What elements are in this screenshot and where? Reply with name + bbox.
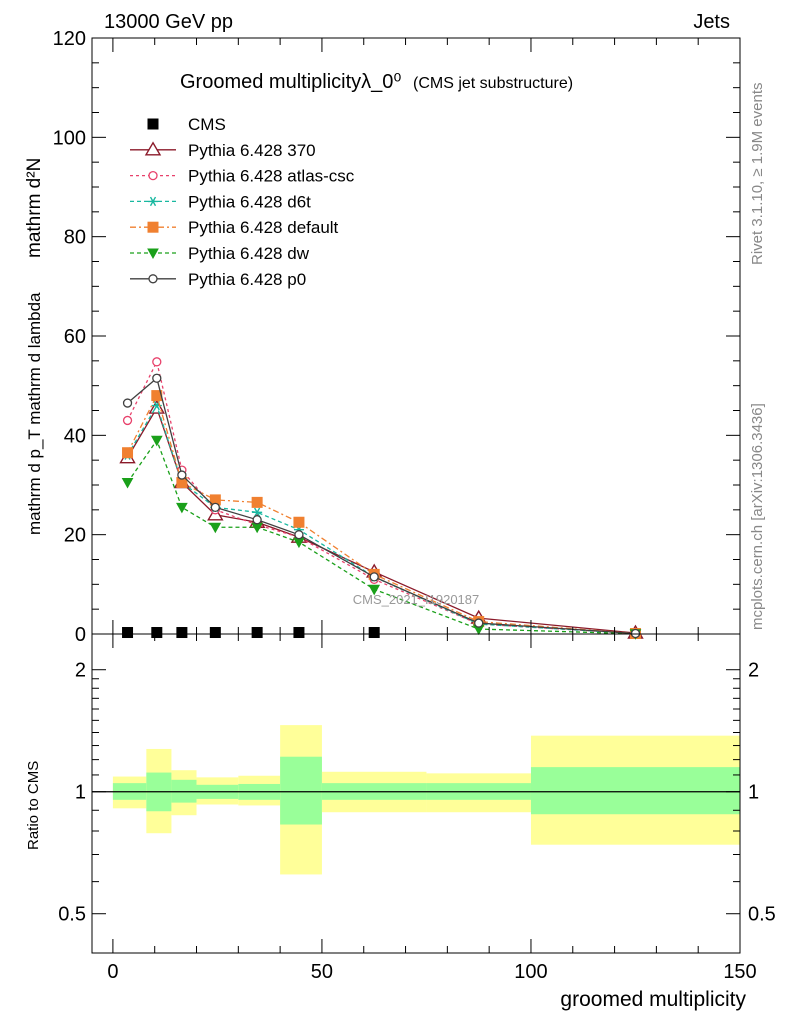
legend-marker — [148, 274, 158, 284]
x-tick-label: 0 — [107, 961, 118, 983]
ratio-y-tick-label-right: 2 — [748, 660, 759, 682]
watermark: CMS_2021_I1920187 — [353, 592, 480, 607]
data-point — [251, 496, 263, 508]
x-tick-label: 50 — [311, 961, 333, 983]
data-point — [252, 507, 263, 517]
ratio-ylabel: Ratio to CMS — [25, 761, 42, 850]
main-y-tick-label: 80 — [64, 227, 86, 249]
ratio-y-tick-label-right: 0.5 — [748, 904, 776, 926]
legend-item: Pythia 6.428 atlas-csc — [130, 167, 355, 186]
ylabel-top: mathrm d²N — [24, 158, 45, 258]
legend: CMS Pythia 6.428 370 Pythia 6.428 atlas-cs… — [130, 115, 355, 289]
legend-label: Pythia 6.428 atlas-csc — [188, 167, 355, 186]
header-right: Jets — [693, 11, 730, 33]
ratio-y-tick-label: 1 — [75, 782, 86, 804]
data-point — [252, 515, 262, 525]
legend-item: Pythia 6.428 p0 — [130, 270, 306, 289]
legend-marker — [147, 248, 159, 260]
ratio-frame — [91, 633, 741, 954]
data-point — [176, 502, 188, 514]
main-y-tick-label: 60 — [64, 326, 86, 348]
x-tick-label: 150 — [723, 961, 756, 983]
legend-marker — [148, 196, 158, 207]
chart-subtitle: (CMS jet substructure) — [413, 75, 573, 92]
data-point — [474, 618, 484, 628]
legend-label: Pythia 6.428 p0 — [188, 270, 306, 289]
legend-label: CMS — [188, 115, 226, 134]
x-tick-label: 100 — [514, 961, 547, 983]
data-point — [209, 627, 221, 639]
ratio-y-tick-label: 2 — [75, 660, 86, 682]
data-point — [122, 447, 134, 459]
main-y-tick-label: 20 — [64, 525, 86, 547]
main-y-tick-label: 100 — [53, 127, 86, 149]
ratio-y-tick-label: 0.5 — [58, 904, 86, 926]
legend-marker — [147, 118, 159, 130]
ratio-panel: 0.5 0.5 1 1 2 2 0 50 100 150 Ratio to CMS groome… — [25, 633, 776, 1011]
main-y-tick-label: 120 — [53, 28, 86, 50]
ratio-band-inner — [280, 756, 322, 825]
legend-label: Pythia 6.428 d6t — [188, 192, 311, 211]
main-panel: 0 20 40 60 80 100 120 CMS_2021_I1920187 Groome… — [53, 28, 741, 646]
header-left: 13000 GeV pp — [104, 11, 233, 33]
main-y-ticks: 0 20 40 60 80 100 120 — [53, 28, 740, 646]
main-y-tick-label: 40 — [64, 425, 86, 447]
data-point — [293, 516, 305, 528]
main-y-tick-label: 0 — [75, 624, 86, 646]
data-point — [122, 627, 134, 639]
data-point — [369, 572, 379, 582]
legend-item: Pythia 6.428 dw — [130, 244, 310, 263]
legend-item: CMS — [147, 115, 226, 134]
data-point — [122, 415, 133, 426]
legend-label: Pythia 6.428 default — [188, 218, 339, 237]
data-point — [121, 478, 134, 489]
ylabel-den: mathrm d p_T mathrm d lambda — [25, 292, 44, 535]
data-point — [368, 627, 380, 639]
rivet-version: Rivet 3.1.10, ≥ 1.9M events — [749, 83, 766, 266]
chart-title: Groomed multiplicityλ_0⁰ (CMS jet substr… — [180, 71, 573, 93]
data-point — [152, 357, 162, 367]
data-point — [209, 522, 222, 534]
data-point — [251, 627, 263, 639]
main-x-ticks — [112, 38, 741, 634]
legend-item: Pythia 6.428 default — [130, 218, 339, 237]
data-point — [293, 627, 305, 639]
ratio-bands — [112, 725, 740, 875]
data-point — [368, 584, 381, 596]
series-line — [126, 403, 636, 635]
data-point — [294, 530, 304, 540]
data-point — [150, 435, 163, 447]
series-0 — [122, 627, 380, 639]
data-point — [151, 627, 163, 639]
ratio-y-tick-label-right: 1 — [748, 782, 759, 804]
legend-marker — [148, 170, 158, 181]
legend-marker — [147, 221, 159, 233]
legend-label: Pythia 6.428 dw — [188, 244, 310, 263]
x-axis-label: groomed multiplicity — [560, 988, 746, 1011]
ratio-x-ticks: 0 50 100 150 — [107, 634, 757, 983]
chart-title-main: Groomed multiplicityλ_0⁰ — [180, 71, 401, 93]
data-point — [210, 502, 220, 513]
data-point — [152, 373, 162, 383]
data-point — [122, 398, 133, 408]
data-point — [177, 470, 187, 480]
source-text: mcplots.cern.ch [arXiv:1306.3436] — [749, 403, 766, 630]
series-6 — [122, 373, 641, 639]
legend-item: Pythia 6.428 370 — [130, 141, 316, 160]
ratio-y-ticks: 0.5 0.5 1 1 2 2 — [58, 660, 776, 926]
data-point — [176, 627, 188, 639]
legend-label: Pythia 6.428 370 — [188, 141, 316, 160]
legend-marker — [144, 141, 162, 156]
ratio-band-inner — [530, 767, 740, 815]
series-5 — [121, 435, 642, 640]
main-ylabel: mathrm d²N mathrm d p_T mathrm d lambda — [24, 158, 45, 535]
legend-item: Pythia 6.428 d6t — [130, 192, 311, 211]
